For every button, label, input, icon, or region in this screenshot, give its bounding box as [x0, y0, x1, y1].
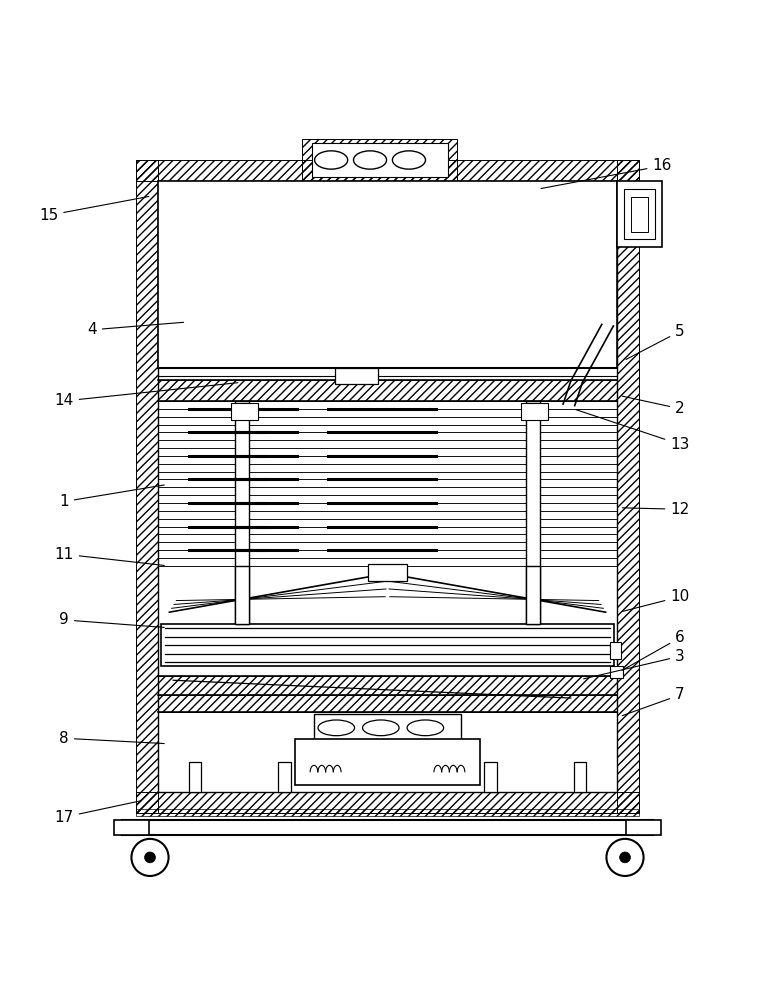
Text: 9: 9 [59, 612, 164, 627]
Bar [136, 809, 639, 816]
Bar [574, 762, 587, 792]
Bar [625, 820, 660, 835]
Bar [158, 676, 617, 695]
Bar [136, 792, 639, 813]
Circle shape [132, 839, 169, 876]
Text: 5: 5 [626, 324, 685, 359]
Bar [302, 139, 457, 181]
Bar [136, 160, 639, 181]
Text: 3: 3 [584, 649, 685, 679]
Text: 6: 6 [622, 630, 685, 670]
Bar [235, 566, 249, 624]
Text: 11: 11 [54, 547, 164, 565]
Bar [235, 401, 249, 624]
Text: 2: 2 [622, 396, 685, 416]
Bar [368, 564, 407, 581]
Bar [522, 403, 549, 420]
Text: 16: 16 [541, 158, 672, 188]
Text: 13: 13 [576, 410, 690, 452]
Text: 14: 14 [54, 383, 238, 408]
Bar [161, 624, 614, 666]
Bar [278, 762, 291, 792]
Text: 12: 12 [622, 502, 690, 517]
Bar [336, 368, 378, 384]
Text: 7: 7 [622, 687, 685, 716]
Bar [136, 160, 158, 813]
Bar [526, 566, 540, 624]
Text: 17: 17 [54, 801, 141, 825]
Text: 8: 8 [60, 731, 164, 746]
Bar [231, 403, 258, 420]
Bar [526, 401, 540, 624]
Bar [115, 820, 150, 835]
Bar [617, 160, 639, 813]
Bar [617, 181, 662, 247]
Bar [314, 714, 461, 741]
Circle shape [145, 852, 156, 863]
Bar [609, 666, 623, 678]
Text: 1: 1 [60, 485, 164, 509]
Text: 15: 15 [39, 196, 149, 223]
Bar [312, 143, 448, 177]
Bar [631, 197, 648, 232]
Bar [294, 739, 480, 785]
Text: 10: 10 [622, 589, 690, 611]
Circle shape [619, 852, 630, 863]
Text: 4: 4 [87, 322, 184, 337]
Circle shape [606, 839, 643, 876]
Bar [624, 189, 655, 239]
Bar [188, 762, 201, 792]
Bar [158, 695, 617, 712]
Bar [609, 642, 621, 659]
Bar [158, 380, 617, 401]
Bar [122, 820, 653, 835]
Bar [158, 181, 617, 368]
Bar [484, 762, 497, 792]
